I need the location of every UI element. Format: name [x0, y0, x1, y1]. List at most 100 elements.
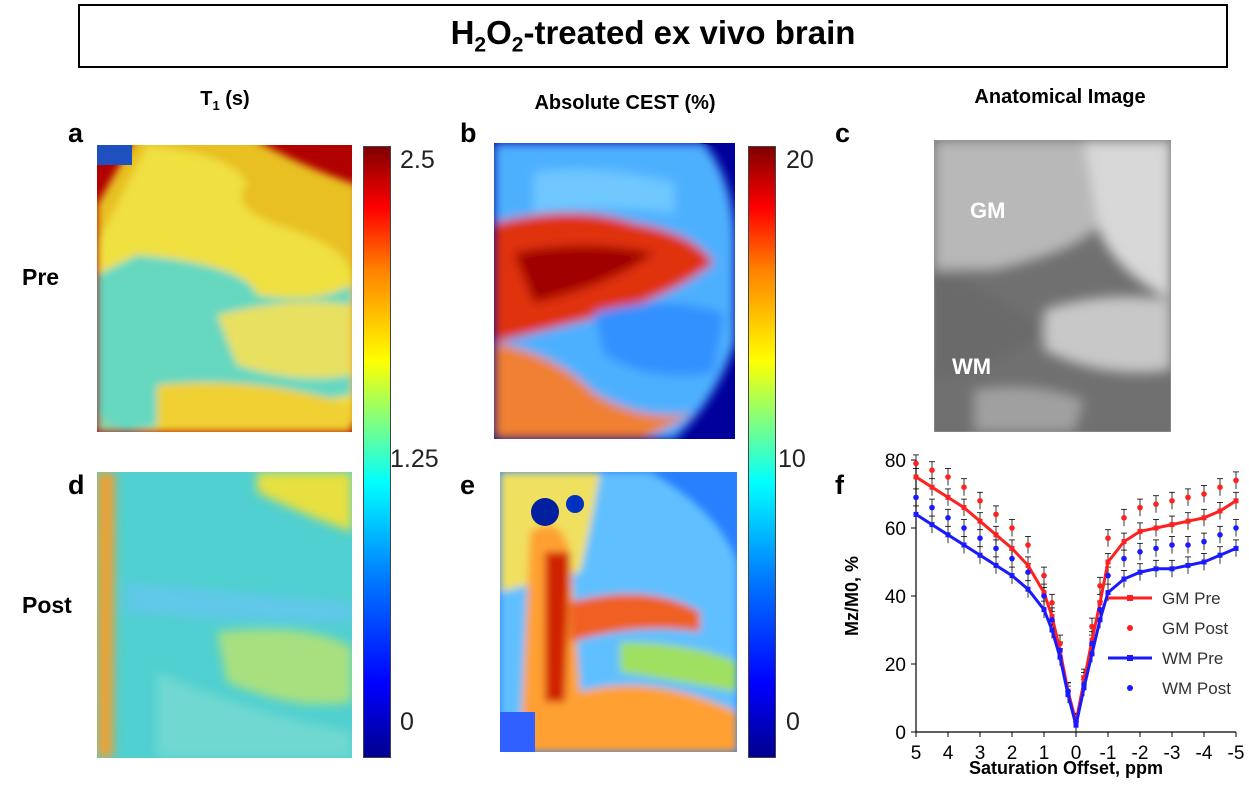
row-label-post: Post — [22, 592, 72, 618]
series-marker — [913, 511, 919, 517]
header-t1-sub: 1 — [212, 98, 220, 113]
series-point — [1217, 532, 1223, 538]
series-point — [1057, 640, 1063, 647]
x-tick-label: 3 — [975, 743, 986, 764]
title-part-h: H — [450, 14, 475, 52]
series-marker — [945, 494, 951, 500]
t1-colorbar — [363, 146, 391, 758]
series-marker — [1233, 498, 1239, 504]
series-marker — [1049, 613, 1055, 619]
row-label-pre: Pre — [22, 264, 60, 290]
series-point — [1025, 569, 1031, 575]
cest-colorbar-max: 20 — [786, 146, 814, 174]
series-point — [1097, 606, 1103, 613]
y-axis-label: Mz/M0, % — [842, 556, 862, 636]
legend-dot — [1127, 625, 1133, 631]
legend-dot — [1127, 685, 1133, 691]
x-tick-label: 5 — [911, 743, 922, 764]
x-tick-label: 2 — [1007, 743, 1018, 764]
panel-label-b: b — [460, 118, 477, 148]
series-point — [977, 498, 983, 504]
series-point — [929, 467, 935, 473]
series-marker — [1057, 654, 1063, 660]
anatomical-gm-label: GM — [970, 198, 1006, 223]
series-marker — [1089, 637, 1095, 643]
cest-colorbar — [748, 146, 776, 758]
legend-label: GM Pre — [1162, 589, 1221, 608]
t1-colorbar-min: 0 — [400, 708, 414, 736]
legend-marker — [1127, 595, 1133, 601]
series-point — [1065, 688, 1071, 694]
series-point — [1169, 542, 1175, 548]
y-tick-label: 40 — [885, 587, 906, 608]
header-t1-suffix: (s) — [219, 88, 250, 110]
chart-legend: GM Pre GM Post WM Pre WM Post — [1108, 589, 1231, 698]
series-marker — [1025, 562, 1031, 568]
series-point — [929, 504, 935, 511]
series-marker — [1097, 617, 1103, 623]
title-sub-1: 2 — [474, 33, 487, 57]
series-point — [1217, 484, 1223, 490]
t1-pre-corner-artifact — [97, 145, 132, 165]
series-point — [1185, 542, 1191, 548]
y-tick-label: 0 — [895, 723, 906, 744]
series-marker — [1009, 545, 1015, 551]
x-tick-label: 1 — [1039, 743, 1050, 764]
series-point — [1201, 538, 1207, 545]
x-tick-label: -5 — [1228, 743, 1245, 764]
figure-title: H2O2-treated ex vivo brain — [451, 14, 856, 58]
series-marker — [977, 552, 983, 558]
series-marker — [1097, 600, 1103, 606]
series-marker — [1201, 559, 1207, 565]
chart-series — [913, 460, 1239, 728]
panel-label-c: c — [835, 118, 851, 148]
series-point — [1049, 600, 1055, 606]
header-cest: Absolute CEST (%) — [534, 92, 716, 114]
series-point — [1073, 719, 1079, 725]
series-point — [1169, 498, 1175, 504]
series-point — [1049, 617, 1055, 623]
series-point — [1097, 583, 1103, 589]
series-marker — [1081, 678, 1087, 684]
panel-label-a: a — [68, 118, 84, 148]
series-point — [1009, 525, 1015, 531]
series-point — [977, 535, 983, 541]
series-marker — [1185, 518, 1191, 524]
series-marker — [1073, 722, 1079, 728]
series-point — [1201, 491, 1207, 497]
anatomical-image — [934, 140, 1171, 432]
series-marker — [1153, 525, 1159, 531]
panel-label-e: e — [460, 470, 476, 500]
cest-map-post — [500, 472, 737, 752]
series-point — [1153, 545, 1159, 552]
series-marker — [1105, 590, 1111, 596]
t1-map-post — [97, 472, 352, 758]
series-point — [945, 474, 951, 480]
legend-marker — [1127, 655, 1133, 661]
t1-map-pre — [97, 145, 352, 432]
series-marker — [1009, 573, 1015, 579]
panel-label-d: d — [68, 470, 85, 500]
legend-label: WM Pre — [1162, 649, 1223, 668]
legend-label: GM Post — [1162, 619, 1228, 638]
header-anatomical: Anatomical Image — [974, 86, 1146, 108]
series-point — [1041, 593, 1047, 599]
series-marker — [1137, 569, 1143, 575]
series-point — [1009, 555, 1015, 562]
cest-map-pre — [494, 143, 735, 439]
series-marker — [961, 505, 967, 511]
series-point — [993, 545, 999, 552]
series-marker — [1201, 515, 1207, 521]
t1-colorbar-max: 2.5 — [400, 146, 435, 174]
y-tick-label: 80 — [885, 451, 906, 472]
series-marker — [1217, 552, 1223, 558]
title-part-o: O — [486, 14, 512, 52]
series-point — [993, 511, 999, 518]
y-tick-label: 60 — [885, 519, 906, 540]
series-point — [1025, 542, 1031, 548]
series-marker — [1121, 539, 1127, 545]
series-point — [1121, 555, 1127, 562]
title-sub-2: 2 — [511, 33, 524, 57]
series-point — [961, 484, 967, 490]
